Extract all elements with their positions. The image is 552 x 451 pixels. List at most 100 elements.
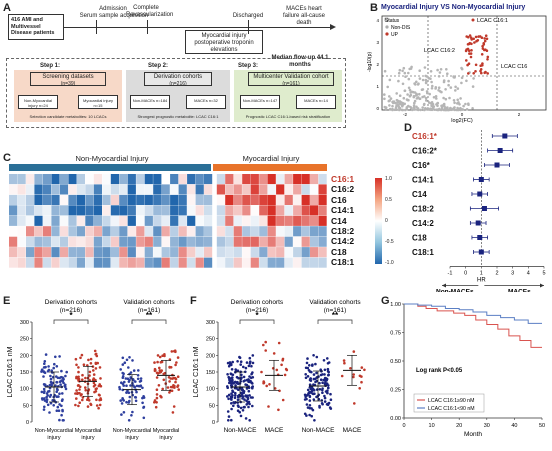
dot-point (58, 392, 61, 395)
heatmap-cell (170, 215, 179, 226)
volcano-point-up (474, 70, 477, 73)
dot-point (58, 418, 61, 422)
volcano-point-nondis (444, 97, 448, 101)
dot-point (239, 414, 243, 418)
dot-point (93, 349, 97, 353)
dot-point (74, 403, 77, 407)
volcano-point-nondis (388, 104, 391, 107)
volcano-point-nondis (438, 71, 442, 74)
dot-point (228, 361, 232, 364)
volcano-point-nondis (403, 89, 407, 92)
dot-point (122, 411, 126, 414)
dot-point (234, 380, 237, 384)
volcano-point-up (472, 37, 475, 41)
heatmap-cell (195, 215, 204, 226)
dot-point (327, 384, 330, 387)
dot-point (278, 389, 281, 393)
dot-point (327, 373, 330, 377)
heatmap-cell (267, 257, 276, 268)
dot-xlabel: Non-MACE (302, 427, 336, 434)
volcano-ytick-1: 1 (376, 84, 379, 89)
dot-point (244, 417, 248, 420)
heatmap-cell (102, 174, 111, 185)
heatmap-cell (204, 236, 213, 247)
dot-point (262, 381, 265, 385)
heatmap-cell (195, 205, 204, 216)
volcano-plot: Status Non-DIS UP LCAC C16:1 LCAC C16:2 … (367, 15, 547, 124)
heatmap-cell (178, 184, 187, 195)
volcano-point-nondis (460, 76, 464, 80)
dot-point (239, 377, 243, 380)
dot-group-n: (n=216) (60, 307, 83, 314)
dot-point (161, 354, 164, 357)
volcano-point-up (466, 63, 469, 67)
heatmap-cell (301, 205, 310, 216)
dot-point (121, 398, 125, 401)
panel-label-f: F (190, 295, 197, 307)
dot-point (306, 375, 310, 378)
volcano-point-nondis (394, 108, 397, 111)
dot-point (78, 391, 81, 395)
heatmap-cell (136, 236, 145, 247)
volcano-point-nondis (430, 104, 433, 108)
heatmap-cell (187, 257, 196, 268)
heatmap-cell (144, 257, 153, 268)
dot-point (75, 363, 78, 367)
heatmap-cell (195, 174, 204, 185)
dot-point (169, 366, 173, 369)
dot-point (318, 406, 321, 409)
heatmap-cell (102, 247, 111, 258)
ann-c16: LCAC C16 (501, 64, 527, 70)
dot-point (230, 402, 233, 405)
dot-point (227, 397, 230, 401)
volcano-point-nondis (402, 66, 406, 70)
step1-right-text: Myocardial injury n=15 (82, 98, 113, 108)
volcano-point-up (469, 36, 473, 39)
heatmap-cell (17, 194, 26, 205)
heatmap-cell (17, 205, 26, 216)
heatmap-cell (187, 215, 196, 226)
dot-point (170, 350, 174, 353)
heatmap-cell (59, 194, 69, 205)
forest-tick-label: 3 (511, 271, 514, 277)
heatmap-row-label: C16:2 (331, 184, 355, 195)
heatmap-cell (216, 236, 225, 247)
dot-ytick-label: 200 (206, 353, 215, 359)
dot-point (49, 393, 53, 397)
volcano-point-up (485, 49, 489, 52)
dot-ylabel: LCAC C16:1 nM (193, 346, 200, 397)
heatmap-cell (93, 215, 102, 226)
dot-point (125, 391, 128, 394)
dot-point (127, 401, 130, 404)
volcano-point-nondis (460, 81, 463, 85)
volcano-point-nondis (421, 88, 425, 91)
heatmap-cell (9, 194, 18, 205)
dot-point (132, 384, 135, 387)
dot-point (125, 400, 128, 404)
heatmap-cell (51, 236, 60, 247)
volcano-point-nondis (449, 86, 453, 89)
dot-point (135, 390, 138, 394)
heatmap-cell (85, 194, 94, 205)
forest-label: C16:2* (412, 147, 438, 156)
heatmap-cell (26, 205, 35, 216)
dot-point (84, 376, 87, 380)
dot-point (239, 391, 243, 395)
volcano-point-nondis (447, 83, 450, 87)
volcano-point-nondis (388, 107, 392, 111)
heatmap-cell (195, 184, 204, 195)
heatmap-cell (259, 257, 268, 268)
forest-point (478, 249, 484, 255)
dot-point (153, 369, 157, 373)
step2-left: Non-MACEs n=184 (130, 95, 170, 109)
heatmap-cell (136, 184, 145, 195)
volcano-xtick-n2: -2 (403, 112, 407, 117)
heatmap-cell (195, 236, 204, 247)
heatmap-cell (93, 174, 102, 185)
dot-point (80, 353, 84, 357)
dot-xlabel-2: injury (125, 435, 138, 441)
step2-box-n: (n=216) (169, 81, 187, 87)
dot-point (321, 381, 324, 384)
dot-point (315, 379, 319, 383)
heatmap-cell (119, 194, 128, 205)
